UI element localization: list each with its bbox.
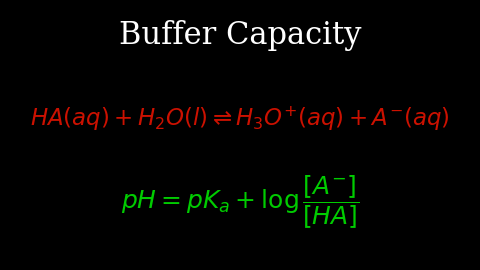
Text: $\mathit{HA(aq) + H_2O(l) \rightleftharpoons H_3O^{+}(aq) + A^{-}(aq)}$: $\mathit{HA(aq) + H_2O(l) \rightleftharp… (30, 104, 450, 133)
Text: $\mathit{pH = pK_a + \log\dfrac{[A^{-}]}{[HA]}}$: $\mathit{pH = pK_a + \log\dfrac{[A^{-}]}… (120, 174, 360, 231)
Text: Buffer Capacity: Buffer Capacity (119, 20, 361, 50)
